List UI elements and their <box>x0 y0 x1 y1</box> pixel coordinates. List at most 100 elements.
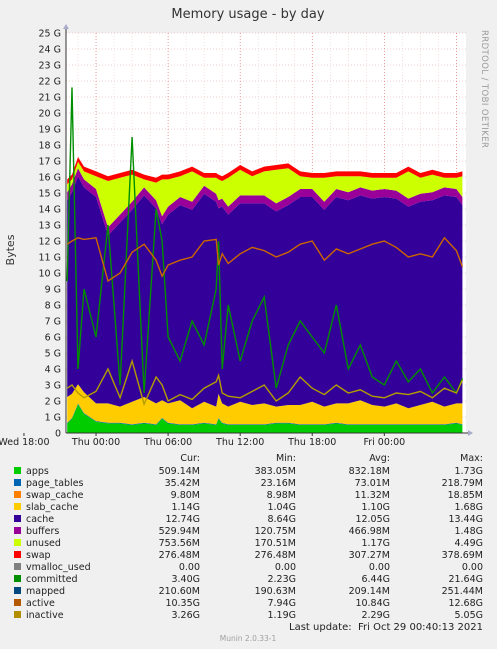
legend-value: 1.19G <box>267 610 296 621</box>
legend-label: inactive <box>26 610 64 621</box>
x-tick-label: Thu 06:00 <box>143 437 192 448</box>
legend-value: 4.49G <box>454 538 483 549</box>
legend-value: 5.05G <box>454 610 483 621</box>
legend-value: 1.73G <box>454 466 483 477</box>
legend-swatch <box>14 515 21 522</box>
y-tick-label: 1 G <box>45 413 61 424</box>
legend-swatch <box>14 611 21 618</box>
legend-swatch <box>14 539 21 546</box>
area-slab-cache <box>67 384 463 425</box>
area-page-tables <box>67 403 463 425</box>
legend-value: 1.14G <box>171 502 200 513</box>
legend-value: 1.48G <box>454 526 483 537</box>
area-cache <box>67 176 463 409</box>
legend: Cur: Min: Avg: Max: apps 509.14M 383.05M 832.18… <box>14 453 483 621</box>
legend-value: 12.74G <box>165 514 200 525</box>
y-tick-label: 25 G <box>39 29 61 40</box>
y-tick-label: 5 G <box>45 349 61 360</box>
y-axis-label: Bytes <box>4 234 17 265</box>
legend-value: 378.69M <box>442 550 483 561</box>
legend-value: 120.75M <box>255 526 296 537</box>
y-tick-label: 8 G <box>45 301 61 312</box>
legend-row-buffers: buffers 529.94M 120.75M 466.98M 1.48G <box>14 526 483 537</box>
legend-label: mapped <box>26 586 65 597</box>
legend-value: 190.63M <box>255 586 296 597</box>
legend-value: 276.48M <box>255 550 296 561</box>
legend-label: active <box>26 598 55 609</box>
y-tick-label: 4 G <box>45 365 61 376</box>
legend-value: 218.79M <box>442 478 483 489</box>
axes <box>63 24 473 436</box>
munin-version: Munin 2.0.33-1 <box>220 634 277 643</box>
legend-value: 6.44G <box>361 574 390 585</box>
x-tick-label: Thu 00:00 <box>71 437 120 448</box>
legend-swatch <box>14 551 21 558</box>
legend-value: 0.00 <box>462 562 483 573</box>
legend-row-apps: apps 509.14M 383.05M 832.18M 1.73G <box>14 466 483 477</box>
legend-header: Cur: <box>180 453 200 464</box>
y-tick-label: 24 G <box>39 45 61 56</box>
y-tick-label: 19 G <box>39 125 61 136</box>
y-tick-label: 21 G <box>39 93 61 104</box>
legend-value: 209.14M <box>349 586 390 597</box>
area-unused <box>67 161 463 228</box>
y-tick-label: 7 G <box>45 317 61 328</box>
y-tick-label: 14 G <box>39 205 61 216</box>
legend-value: 1.04G <box>267 502 296 513</box>
legend-value: 11.32M <box>355 490 390 501</box>
legend-value: 7.94G <box>267 598 296 609</box>
area-buffers <box>67 168 463 236</box>
legend-value: 1.10G <box>361 502 390 513</box>
legend-swatch <box>14 575 21 582</box>
line-inactive <box>66 358 464 407</box>
legend-value: 3.26G <box>171 610 200 621</box>
legend-value: 3.40G <box>171 574 200 585</box>
legend-swatch <box>14 503 21 510</box>
y-tick-label: 2 G <box>45 397 61 408</box>
legend-value: 8.64G <box>267 514 296 525</box>
legend-value: 0.00 <box>369 562 390 573</box>
legend-value: 466.98M <box>349 526 390 537</box>
legend-value: 509.14M <box>159 466 200 477</box>
legend-row-vmalloc-used: vmalloc_used 0.00 0.00 0.00 0.00 <box>14 562 483 573</box>
legend-value: 21.64G <box>448 574 483 585</box>
legend-swatch <box>14 467 21 474</box>
legend-header: Min: <box>276 453 296 464</box>
legend-row-cache: cache 12.74G 8.64G 12.05G 13.44G <box>14 514 483 525</box>
legend-label: apps <box>26 466 49 477</box>
legend-value: 10.84G <box>355 598 390 609</box>
legend-label: swap_cache <box>26 490 84 501</box>
legend-swatch <box>14 491 21 498</box>
legend-header: Avg: <box>369 453 390 464</box>
legend-value: 73.01M <box>355 478 390 489</box>
y-tick-label: 10 G <box>39 269 61 280</box>
legend-swatch <box>14 599 21 606</box>
legend-value: 12.68G <box>448 598 483 609</box>
legend-row-swap-cache: swap_cache 9.80M 8.98M 11.32M 18.85M <box>14 490 483 501</box>
legend-label: vmalloc_used <box>26 562 91 573</box>
chart-title: Memory usage - by day <box>171 7 324 22</box>
legend-value: 13.44G <box>448 514 483 525</box>
legend-label: committed <box>26 574 78 585</box>
y-tick-label: 13 G <box>39 221 61 232</box>
y-tick-label: 15 G <box>39 189 61 200</box>
x-tick-label: Fri 00:00 <box>363 437 405 448</box>
x-axis-arrow <box>468 430 473 436</box>
y-tick-label: 17 G <box>39 157 61 168</box>
y-tick-label: 12 G <box>39 237 61 248</box>
legend-row-slab-cache: slab_cache 1.14G 1.04G 1.10G 1.68G <box>14 502 483 513</box>
rrdtool-credit: RRDTOOL / TOBI OETIKER <box>479 30 489 148</box>
x-tick-labels: Wed 18:00 Thu 00:00 Thu 06:00 Thu 12:00 Thu … <box>0 433 405 448</box>
legend-swatch <box>14 527 21 534</box>
legend-value: 383.05M <box>255 466 296 477</box>
y-tick-label: 16 G <box>39 173 61 184</box>
legend-value: 2.29G <box>361 610 390 621</box>
y-tick-label: 0 <box>55 429 61 440</box>
legend-row-swap: swap 276.48M 276.48M 307.27M 378.69M <box>14 550 483 561</box>
legend-value: 9.80M <box>171 490 200 501</box>
legend-row-unused: unused 753.56M 170.51M 1.17G 4.49G <box>14 538 483 549</box>
y-tick-label: 18 G <box>39 141 61 152</box>
legend-value: 1.68G <box>454 502 483 513</box>
